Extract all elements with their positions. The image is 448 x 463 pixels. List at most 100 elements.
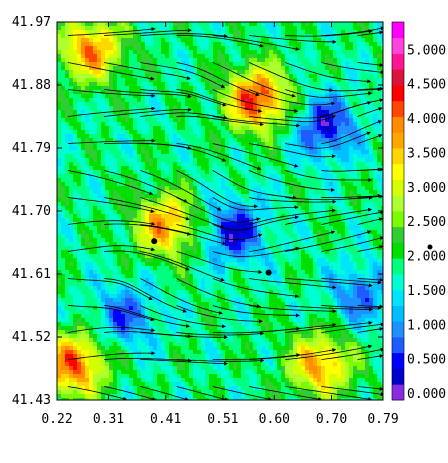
- heat-cell: [249, 118, 254, 123]
- heat-cell: [181, 26, 186, 31]
- heat-cell: [353, 86, 358, 91]
- heat-cell: [217, 234, 222, 239]
- heat-cell: [109, 186, 114, 191]
- heat-cell: [141, 174, 146, 179]
- heat-cell: [349, 106, 354, 111]
- heat-cell: [149, 258, 154, 263]
- heat-cell: [149, 250, 154, 255]
- heat-cell: [169, 230, 174, 235]
- heat-cell: [205, 206, 210, 211]
- heat-cell: [345, 74, 350, 79]
- heat-cell: [185, 134, 190, 139]
- heat-cell: [89, 102, 94, 107]
- heat-cell: [297, 98, 302, 103]
- heat-cell: [201, 206, 206, 211]
- heat-cell: [149, 226, 154, 231]
- heat-cell: [269, 150, 274, 155]
- heat-cell: [265, 74, 270, 79]
- heat-cell: [213, 42, 218, 47]
- heat-cell: [257, 114, 262, 119]
- heat-cell: [321, 166, 326, 171]
- heat-cell: [353, 250, 358, 255]
- heat-cell: [321, 206, 326, 211]
- heat-cell: [261, 254, 266, 259]
- heat-cell: [73, 186, 78, 191]
- heat-cell: [269, 106, 274, 111]
- heat-cell: [133, 234, 138, 239]
- heat-cell: [241, 34, 246, 39]
- heat-cell: [169, 110, 174, 115]
- heat-cell: [141, 146, 146, 151]
- heat-cell: [233, 98, 238, 103]
- heat-cell: [121, 118, 126, 123]
- heat-cell: [129, 22, 134, 27]
- heat-cell: [261, 178, 266, 183]
- heat-cell: [149, 138, 154, 143]
- heat-cell: [313, 170, 318, 175]
- heat-cell: [341, 46, 346, 51]
- heat-cell: [301, 114, 306, 119]
- heat-cell: [373, 110, 378, 115]
- heat-cell: [97, 206, 102, 211]
- heat-cell: [185, 170, 190, 175]
- heat-cell: [73, 174, 78, 179]
- heat-cell: [261, 190, 266, 195]
- heat-cell: [317, 90, 322, 95]
- heat-cell: [329, 238, 334, 243]
- heat-cell: [337, 242, 342, 247]
- heat-cell: [93, 258, 98, 263]
- heat-cell: [81, 134, 86, 139]
- heat-cell: [113, 178, 118, 183]
- heat-cell: [121, 178, 126, 183]
- heat-cell: [309, 74, 314, 79]
- heat-cell: [177, 54, 182, 59]
- heat-cell: [365, 66, 370, 71]
- heat-cell: [317, 58, 322, 63]
- heat-cell: [333, 226, 338, 231]
- heat-cell: [113, 134, 118, 139]
- heat-cell: [301, 106, 306, 111]
- heat-cell: [117, 154, 122, 159]
- heat-cell: [349, 54, 354, 59]
- heat-cell: [209, 154, 214, 159]
- heat-cell: [225, 182, 230, 187]
- heat-cell: [137, 146, 142, 151]
- heat-cell: [77, 66, 82, 71]
- heat-cell: [289, 178, 294, 183]
- heat-cell: [317, 106, 322, 111]
- heat-cell: [225, 78, 230, 83]
- heat-cell: [109, 158, 114, 163]
- heat-cell: [377, 82, 382, 87]
- heat-cell: [177, 122, 182, 127]
- heat-cell: [265, 190, 270, 195]
- heat-cell: [93, 50, 98, 55]
- heat-cell: [225, 38, 230, 43]
- heat-cell: [337, 118, 342, 123]
- heat-cell: [137, 214, 142, 219]
- heat-cell: [257, 142, 262, 147]
- heat-cell: [93, 246, 98, 251]
- heat-cell: [297, 30, 302, 35]
- heat-cell: [353, 74, 358, 79]
- heat-cell: [109, 82, 114, 87]
- heat-cell: [69, 46, 74, 51]
- heat-cell: [201, 186, 206, 191]
- heat-cell: [105, 198, 110, 203]
- heat-cell: [313, 38, 318, 43]
- heat-cell: [245, 250, 250, 255]
- heat-cell: [293, 166, 298, 171]
- heat-cell: [121, 98, 126, 103]
- heat-cell: [173, 178, 178, 183]
- heat-cell: [305, 86, 310, 91]
- heat-cell: [65, 250, 70, 255]
- heat-cell: [297, 258, 302, 263]
- heat-cell: [105, 262, 110, 267]
- heat-cell: [93, 114, 98, 119]
- heat-cell: [297, 138, 302, 143]
- heat-cell: [257, 146, 262, 151]
- heat-cell: [105, 102, 110, 107]
- heat-cell: [381, 66, 383, 71]
- heat-cell: [349, 230, 354, 235]
- heat-cell: [305, 30, 310, 35]
- heat-cell: [205, 202, 210, 207]
